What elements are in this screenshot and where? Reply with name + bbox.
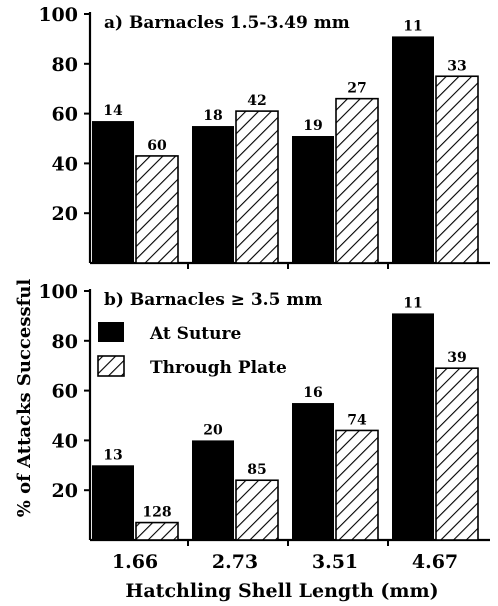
y-tick-label: 20: [52, 480, 78, 502]
bar-at-suture: [292, 403, 334, 540]
y-tick-label: 100: [38, 4, 78, 26]
y-tick-label: 40: [52, 153, 78, 175]
legend: At Suture Through Plate: [97, 322, 287, 378]
bar-count-label: 33: [447, 58, 466, 74]
legend-label-at-suture: At Suture: [149, 324, 241, 344]
bar-count-label: 42: [247, 93, 266, 109]
bar-at-suture: [92, 465, 134, 540]
x-tick-label: 4.67: [412, 551, 458, 573]
bar-through-plate: [435, 75, 479, 264]
bar-at-suture: [92, 121, 134, 263]
bar-through-plate: [335, 429, 379, 541]
bar-at-suture: [392, 313, 434, 540]
panel-a: 100 80 60 40 20 14 18 19 11 60 42 27 33: [38, 4, 490, 269]
bar-count-label: 14: [103, 103, 123, 119]
x-tick-label: 2.73: [212, 551, 258, 573]
y-tick-label: 60: [52, 381, 78, 403]
bar-count-label: 27: [347, 81, 366, 97]
y-tick-label: 40: [52, 430, 78, 452]
legend-swatch-through-plate: [97, 355, 125, 377]
bar-count-label: 74: [347, 412, 367, 428]
x-tick-label: 3.51: [312, 551, 358, 573]
y-tick-label: 60: [52, 104, 78, 126]
bar-through-plate: [135, 155, 179, 264]
bar-at-suture: [192, 126, 234, 263]
bar-count-label: 13: [103, 447, 122, 463]
y-tick-label: 100: [38, 281, 78, 303]
y-tick-label: 80: [52, 54, 78, 76]
bar-through-plate: [335, 97, 379, 264]
bar-count-label: 18: [203, 108, 222, 124]
legend-label-through-plate: Through Plate: [150, 358, 287, 378]
panel-b-title: b) Barnacles ≥ 3.5 mm: [104, 290, 322, 310]
bar-count-label: 39: [447, 350, 466, 366]
bar-count-label: 11: [403, 295, 422, 311]
bar-count-label: 85: [247, 462, 266, 478]
bar-through-plate: [435, 367, 479, 541]
bar-count-label: 11: [403, 18, 422, 34]
bar-through-plate: [235, 479, 279, 541]
panel-b: 100 80 60 40 20 13 20 16 11 128 85 74 39 1.66 2.73 3.51…: [38, 281, 490, 573]
bar-through-plate: [235, 110, 279, 264]
legend-swatch-at-suture: [98, 322, 124, 342]
bar-count-label: 16: [303, 385, 322, 401]
bar-at-suture: [192, 440, 234, 540]
panel-a-title: a) Barnacles 1.5-3.49 mm: [104, 13, 350, 33]
x-axis-label: Hatchling Shell Length (mm): [125, 580, 438, 602]
bar-count-label: 128: [142, 505, 171, 521]
bar-count-label: 60: [147, 138, 167, 154]
y-tick-label: 20: [52, 203, 78, 225]
bar-count-label: 19: [303, 118, 322, 134]
x-tick-label: 1.66: [112, 551, 158, 573]
bar-through-plate: [135, 521, 179, 541]
bar-at-suture: [392, 36, 434, 263]
y-axis-label: % of Attacks Successful: [14, 279, 35, 518]
bar-at-suture: [292, 136, 334, 263]
bar-count-label: 20: [203, 422, 223, 438]
y-tick-label: 80: [52, 331, 78, 353]
